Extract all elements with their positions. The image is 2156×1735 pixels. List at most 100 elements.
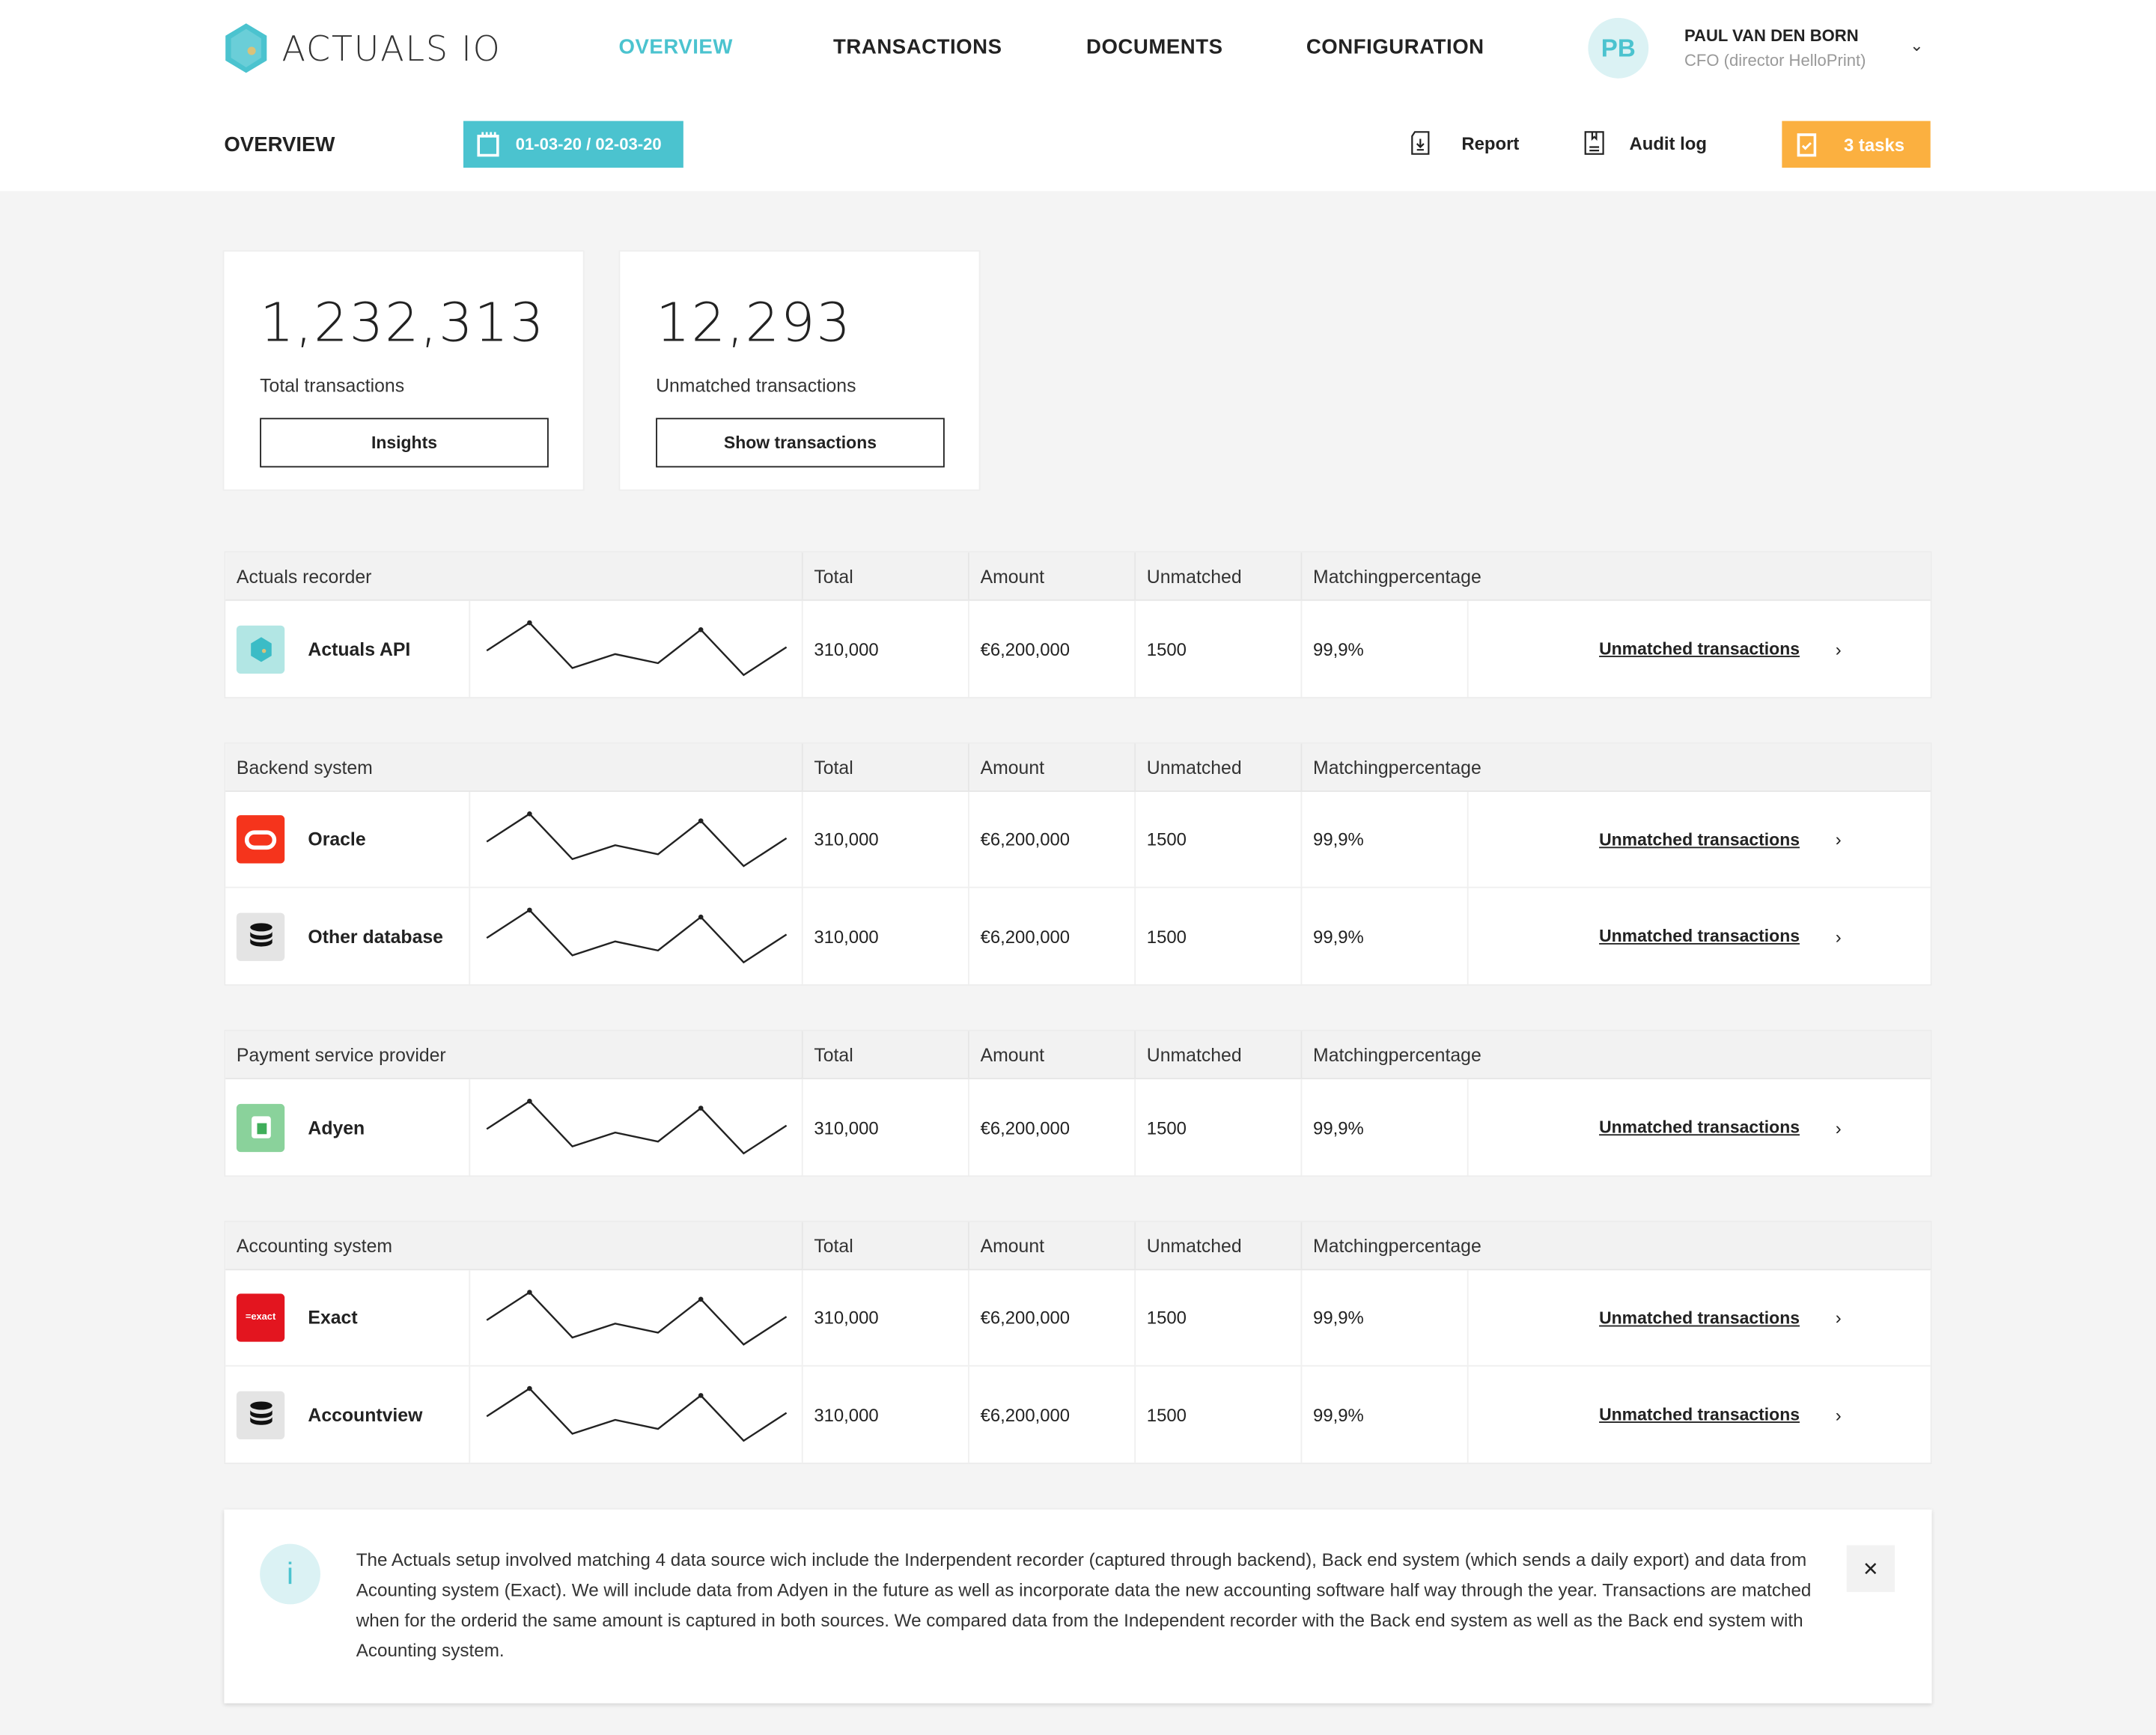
logbook-icon: [1584, 131, 1604, 155]
actuals-logo-icon: [236, 624, 285, 674]
column-matching: Matchingpercentage: [1313, 1235, 1482, 1256]
info-text: The Actuals setup involved matching 4 da…: [356, 1549, 1812, 1661]
chevron-right-icon[interactable]: ›: [1835, 1307, 1842, 1329]
source-cell: =exact Exact: [225, 1270, 471, 1365]
report-button[interactable]: Report: [1410, 130, 1520, 155]
table-row[interactable]: Adyen 310,000 €6,200,000 1500 99,9% Unmatched…: [225, 1079, 1931, 1176]
nav-transactions[interactable]: TRANSACTIONS: [833, 35, 1002, 59]
top-header: ACTUALS IO OVERVIEW TRANSACTIONS DOCUMEN…: [0, 0, 2156, 192]
column-total: Total: [803, 743, 969, 791]
oracle-logo-icon: [236, 815, 285, 864]
page-title: OVERVIEW: [224, 133, 335, 157]
table-row[interactable]: Accountview 310,000 €6,200,000 1500 99,9% Unm…: [225, 1366, 1931, 1463]
unmatched-transactions-link[interactable]: Unmatched transactions: [1599, 639, 1800, 659]
insights-button[interactable]: Insights: [260, 418, 549, 468]
close-icon[interactable]: ✕: [1846, 1545, 1895, 1592]
unmatched-transactions-link[interactable]: Unmatched transactions: [1599, 829, 1800, 850]
sparkline-chart: [486, 1289, 788, 1345]
column-amount: Amount: [969, 743, 1136, 791]
trend-cell: [470, 888, 803, 985]
matching-cell: 99,9%: [1302, 1079, 1469, 1176]
chevron-right-icon[interactable]: ›: [1835, 926, 1842, 947]
report-label: Report: [1461, 132, 1520, 153]
source-cell: Oracle: [225, 791, 471, 887]
chevron-right-icon[interactable]: ›: [1835, 1404, 1842, 1425]
amount-cell: €6,200,000: [969, 791, 1136, 887]
source-cell: Adyen: [225, 1079, 471, 1176]
exact-logo-icon: =exact: [236, 1293, 285, 1342]
column-total: Total: [803, 1222, 969, 1269]
column-matching: Matchingpercentage: [1313, 757, 1482, 778]
source-name: Exact: [308, 1307, 358, 1329]
sparkline-point: [698, 627, 704, 632]
table-row[interactable]: Actuals API 310,000 €6,200,000 1500 99,9% Unm…: [225, 600, 1931, 698]
unmatched-cell: 1500: [1136, 1366, 1303, 1463]
unmatched-transactions-label: Unmatched transactions: [656, 375, 856, 396]
column-unmatched: Unmatched: [1136, 552, 1303, 600]
chevron-right-icon[interactable]: ›: [1835, 638, 1842, 659]
show-transactions-button[interactable]: Show transactions: [656, 418, 945, 468]
nav-configuration[interactable]: CONFIGURATION: [1306, 35, 1484, 59]
brand-logo[interactable]: ACTUALS IO: [224, 23, 501, 73]
unmatched-transactions-link[interactable]: Unmatched transactions: [1599, 1405, 1800, 1424]
nav-overview[interactable]: OVERVIEW: [618, 35, 733, 59]
clipboard-check-icon: [1797, 133, 1817, 157]
table-header: Accounting system Total Amount Unmatched Mat…: [225, 1222, 1931, 1271]
source-name: Oracle: [308, 829, 366, 850]
amount-cell: €6,200,000: [969, 1079, 1136, 1176]
trend-cell: [470, 1079, 803, 1176]
table-header: Actuals recorder Total Amount Unmatched Matc…: [225, 552, 1931, 601]
action-cell: Unmatched transactions ›: [1469, 888, 1931, 985]
table-row[interactable]: =exact Exact 310,000 €6,200,000 1500 99,9% Unm…: [225, 1270, 1931, 1367]
column-amount: Amount: [969, 1031, 1136, 1078]
database-icon: [236, 1390, 285, 1439]
chevron-right-icon[interactable]: ›: [1835, 1117, 1842, 1138]
date-range-button[interactable]: 01-03-20 / 02-03-20: [463, 121, 683, 168]
column-amount: Amount: [969, 552, 1136, 600]
table-row[interactable]: Other database 310,000 €6,200,000 1500 99,9%…: [225, 888, 1931, 985]
document-download-icon: [1411, 131, 1430, 155]
total-transactions-value: 1,232,313: [260, 293, 546, 355]
sparkline-chart: [486, 811, 788, 867]
sparkline-point: [698, 1106, 704, 1111]
amount-cell: €6,200,000: [969, 1366, 1136, 1463]
action-cell: Unmatched transactions ›: [1469, 601, 1931, 698]
info-panel: i The Actuals setup involved matching 4 …: [224, 1509, 1932, 1704]
total-cell: 310,000: [803, 1366, 969, 1463]
sparkline-line: [486, 1387, 788, 1442]
calendar-icon: [477, 132, 499, 157]
audit-log-button[interactable]: Audit log: [1584, 130, 1707, 155]
column-unmatched: Unmatched: [1136, 743, 1303, 791]
avatar[interactable]: PB: [1588, 17, 1649, 79]
column-unmatched: Unmatched: [1136, 1222, 1303, 1269]
chevron-down-icon[interactable]: ⌄: [1910, 35, 1924, 55]
trend-cell: [470, 791, 803, 887]
unmatched-transactions-link[interactable]: Unmatched transactions: [1599, 1117, 1800, 1137]
date-range-label: 01-03-20 / 02-03-20: [515, 134, 662, 154]
chevron-right-icon[interactable]: ›: [1835, 829, 1842, 850]
nav-documents[interactable]: DOCUMENTS: [1085, 35, 1223, 59]
column-matching: Matchingpercentage: [1313, 565, 1482, 587]
action-cell: Unmatched transactions ›: [1469, 1367, 1931, 1463]
matching-cell: 99,9%: [1302, 1366, 1469, 1463]
unmatched-transactions-link[interactable]: Unmatched transactions: [1599, 926, 1800, 946]
source-cell: Accountview: [225, 1366, 471, 1463]
unmatched-transactions-link[interactable]: Unmatched transactions: [1599, 1308, 1800, 1328]
unmatched-transactions-card: 12,293 Unmatched transactions Show trans…: [620, 251, 979, 490]
database-icon: [236, 912, 285, 960]
source-table: Backend system Total Amount Unmatched Matchi…: [224, 742, 1932, 986]
audit-log-label: Audit log: [1629, 132, 1707, 153]
table-row[interactable]: Oracle 310,000 €6,200,000 1500 99,9% Unmatche…: [225, 791, 1931, 888]
group-title: Actuals recorder: [225, 552, 803, 600]
amount-cell: €6,200,000: [969, 888, 1136, 985]
source-name: Accountview: [308, 1404, 423, 1425]
sparkline-point: [527, 1385, 532, 1391]
group-title: Backend system: [225, 743, 803, 791]
source-table: Actuals recorder Total Amount Unmatched Matc…: [224, 551, 1932, 699]
total-cell: 310,000: [803, 1079, 969, 1176]
column-unmatched: Unmatched: [1136, 1031, 1303, 1078]
group-title: Payment service provider: [225, 1031, 803, 1078]
total-cell: 310,000: [803, 888, 969, 985]
info-icon: i: [260, 1543, 320, 1605]
tasks-button[interactable]: 3 tasks: [1782, 121, 1931, 168]
